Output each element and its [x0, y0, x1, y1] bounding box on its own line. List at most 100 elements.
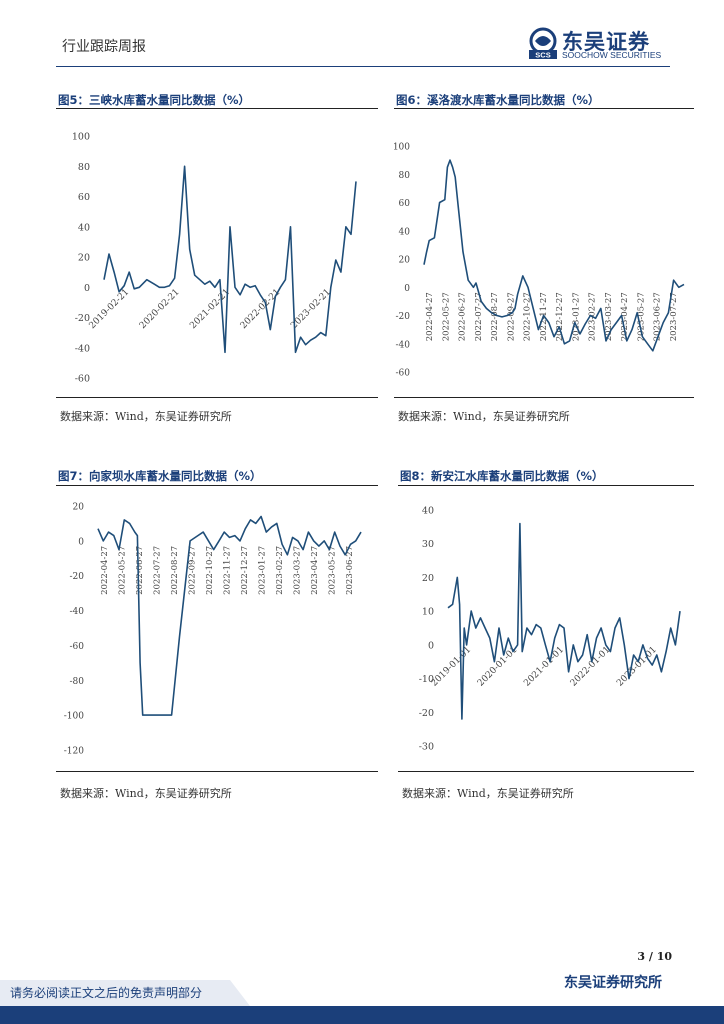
figure-bottom-rule [56, 397, 378, 398]
figure-source: 数据来源：Wind，东吴证券研究所 [402, 787, 574, 800]
figure-top-rule [394, 108, 694, 109]
y-tick-label: -20 [70, 572, 85, 582]
x-tick-label: 2022-09-27 [506, 292, 516, 341]
x-tick-label: 2022-06-27 [135, 546, 145, 595]
y-tick-label: -40 [70, 607, 85, 617]
x-tick-label: 2022-11-27 [223, 546, 233, 595]
x-tick-label: 2021-01-01 [522, 645, 566, 689]
x-tick-label: 2022-12-27 [240, 546, 250, 595]
series-line [447, 522, 681, 720]
figure-source: 数据来源：Wind，东吴证券研究所 [398, 410, 570, 423]
x-tick-label: 2023-06-27 [345, 546, 355, 595]
figure-title: 图5：三峡水库蓄水量同比数据（%） [58, 93, 251, 107]
x-tick-label: 2022-09-27 [187, 546, 197, 595]
series-line [97, 515, 362, 716]
x-tick-label: 2023-03-27 [293, 546, 303, 595]
x-tick-label: 2022-06-27 [458, 292, 468, 341]
y-tick-label: -20 [75, 313, 90, 324]
x-tick-label: 2022-12-27 [555, 292, 565, 341]
y-tick-label: -10 [419, 674, 434, 685]
chart-xiangjiaba: -120 -100 -80 -60 -40 -20 0 20 2022-04-27 2022-05… [64, 503, 362, 757]
x-tick-label: 2023-05-27 [636, 292, 646, 341]
x-tick-label: 2023-06-27 [653, 292, 663, 341]
figure-title: 图7：向家坝水库蓄水量同比数据（%） [58, 469, 262, 483]
series-line [423, 159, 685, 352]
figure-title: 图8：新安江水库蓄水量同比数据（%） [400, 469, 604, 483]
x-tick-label: 2022-07-27 [474, 292, 484, 341]
y-tick-label: 40 [422, 506, 434, 517]
figure-source: 数据来源：Wind，东吴证券研究所 [60, 787, 232, 800]
figure-top-rule [398, 485, 694, 486]
x-tick-label: 2023-01-27 [571, 292, 581, 341]
figure-bottom-rule [394, 397, 694, 398]
logo-mark-text: SCS [535, 51, 550, 60]
y-tick-label: 100 [394, 143, 410, 153]
logo-mark-icon: SCS [529, 27, 557, 60]
y-tick-label: 80 [399, 171, 411, 181]
figure-source: 数据来源：Wind，东吴证券研究所 [60, 410, 232, 423]
x-tick-label: 2022-04-27 [425, 292, 435, 341]
y-tick-label: 20 [73, 503, 85, 513]
chart-xiluodu: -60 -40 -20 0 20 40 60 80 100 2022-04-27 2022-05-2… [394, 143, 685, 379]
y-tick-label: 10 [422, 607, 434, 618]
header-rule [56, 66, 670, 67]
x-tick-label: 2019-01-01 [430, 645, 474, 689]
y-tick-label: 20 [422, 573, 434, 584]
y-tick-label: -40 [396, 340, 411, 350]
x-tick-label: 2023-01-27 [258, 546, 268, 595]
chart-sanxia: -60 -40 -20 0 20 40 60 80 100 2019-02-21 2020-02-2… [72, 132, 357, 385]
figure-bottom-rule [398, 771, 694, 772]
y-tick-label: -20 [419, 708, 434, 719]
figure-title: 图6：溪洛渡水库蓄水量同比数据（%） [396, 93, 600, 107]
y-tick-label: -80 [70, 677, 85, 687]
y-tick-label: -100 [64, 712, 84, 722]
y-tick-label: 40 [78, 222, 90, 233]
footer-bar [0, 1006, 724, 1024]
y-tick-label: -60 [75, 374, 90, 385]
series-line [103, 165, 357, 354]
x-tick-label: 2023-07-27 [669, 292, 679, 341]
disclaimer-text: 请务必阅读正文之后的免责声明部分 [10, 986, 203, 1000]
figure-top-rule [56, 485, 378, 486]
y-tick-label: -30 [419, 742, 434, 753]
x-tick-label: 2023-05-27 [328, 546, 338, 595]
x-tick-label: 2022-10-27 [205, 546, 215, 595]
y-tick-label: -60 [396, 369, 411, 379]
y-tick-label: 40 [399, 227, 411, 237]
figure-bottom-rule [56, 771, 378, 772]
y-tick-label: -60 [70, 642, 85, 652]
logo-en: SOOCHOW SECURITIES [562, 50, 662, 60]
y-tick-label: 20 [78, 253, 90, 264]
x-tick-label: 2023-01-01 [615, 645, 659, 689]
y-tick-label: 60 [399, 199, 411, 209]
y-tick-label: -120 [64, 747, 84, 757]
y-tick-label: 80 [78, 162, 90, 173]
x-tick-label: 2023-04-27 [620, 292, 630, 341]
y-tick-label: 0 [428, 640, 434, 651]
x-tick-label: 2023-04-27 [310, 546, 320, 595]
y-tick-label: -40 [75, 343, 90, 354]
x-tick-label: 2022-08-27 [170, 546, 180, 595]
x-tick-label: 2023-03-27 [604, 292, 614, 341]
company-logo: SCS 东吴证券 SOOCHOW SECURITIES [526, 26, 676, 60]
x-tick-label: 2022-07-27 [152, 546, 162, 595]
x-tick-label: 2019-02-21 [88, 287, 132, 331]
footer-institute: 东吴证券研究所 [564, 975, 662, 991]
x-tick-label: 2022-05-27 [441, 292, 451, 341]
y-tick-label: 60 [78, 192, 90, 203]
page-number: 3 / 10 [637, 950, 672, 963]
y-tick-label: 100 [72, 132, 90, 143]
y-tick-label: 0 [84, 283, 90, 294]
header-title: 行业跟踪周报 [62, 39, 146, 55]
x-tick-label: 2023-02-27 [275, 546, 285, 595]
y-tick-label: 30 [422, 539, 434, 550]
logo-cn: 东吴证券 [562, 30, 650, 54]
x-tick-label: 2022-10-27 [523, 292, 533, 341]
x-tick-label: 2022-05-27 [117, 546, 127, 595]
y-tick-label: 0 [404, 284, 410, 294]
x-tick-label: 2020-02-21 [138, 287, 182, 331]
y-tick-label: 0 [78, 537, 84, 547]
disclaimer-banner: 请务必阅读正文之后的免责声明部分 [0, 980, 250, 1006]
x-tick-label: 2022-04-27 [100, 546, 110, 595]
